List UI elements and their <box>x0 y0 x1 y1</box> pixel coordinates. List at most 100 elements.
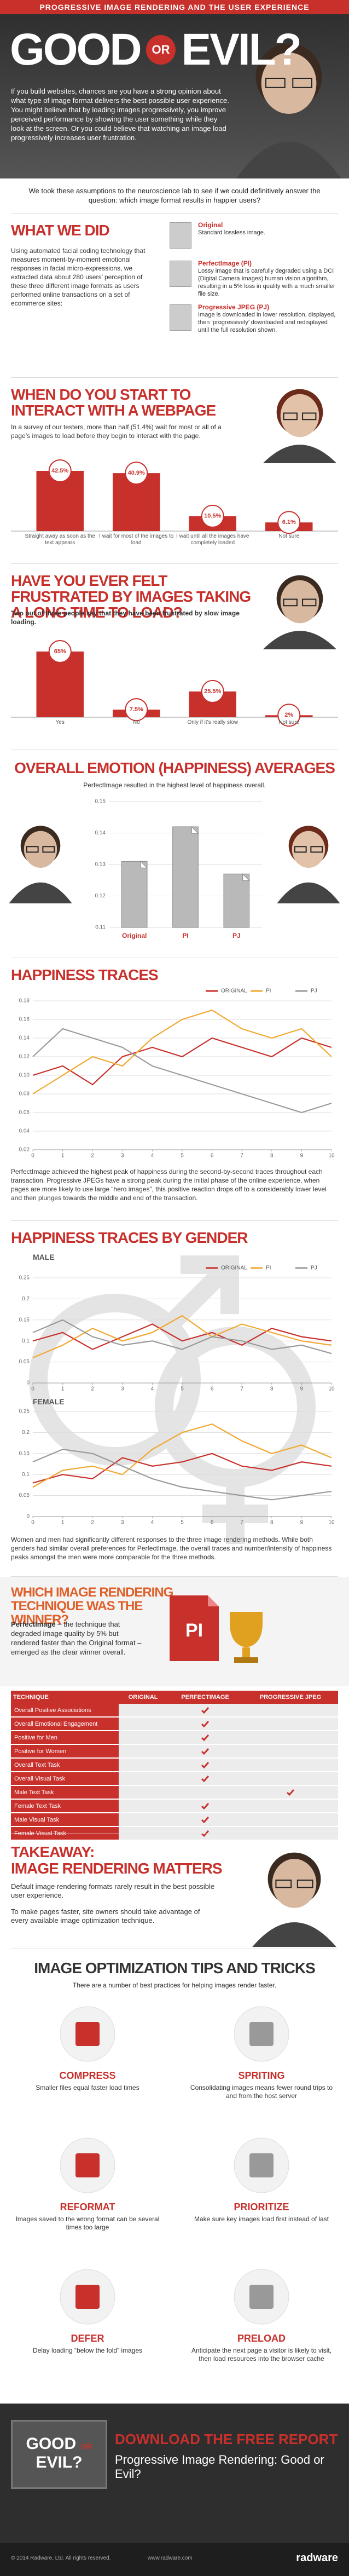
series-line <box>32 1319 332 1355</box>
value-label: 2% <box>284 712 293 718</box>
x-tick-label: 1 <box>61 1520 65 1526</box>
head <box>272 1859 317 1908</box>
table-cell <box>167 1717 243 1731</box>
bar-fold <box>191 826 199 834</box>
tip-title: DEFER <box>71 2333 104 2344</box>
tip-icon <box>234 2137 289 2193</box>
tip-text: Anticipate the next page a visitor is li… <box>191 2347 332 2362</box>
check-path <box>201 1816 210 1823</box>
tip-text: Consolidating images means fewer round t… <box>190 2084 333 2100</box>
row-label: Male Visual Task <box>11 1813 119 1827</box>
x-tick-label: 3 <box>121 1386 124 1392</box>
head <box>261 53 317 114</box>
glasses <box>275 1880 292 1888</box>
y-tick-label: 0.02 <box>19 1147 30 1153</box>
table-cell <box>119 1772 168 1786</box>
x-tick-label: Straight away as soon as the text appear… <box>25 533 95 546</box>
value-label: 25.5% <box>204 688 221 695</box>
tip-icon-shape <box>249 2153 274 2177</box>
x-tick-label: 7 <box>240 1386 243 1392</box>
x-tick-label: 2 <box>91 1153 94 1159</box>
y-tick-label: 0.15 <box>95 799 106 805</box>
x-tick-label: 8 <box>270 1153 274 1159</box>
x-tick-label: 10 <box>328 1153 335 1159</box>
portrait <box>263 575 337 649</box>
line-chart: 0 0.05 0.1 0.15 0.2 0.25 0 1 2 3 4 5 6 7 8 9 10 <box>19 1409 335 1526</box>
row-label: Overall Text Task <box>11 1758 119 1772</box>
bar <box>121 861 148 928</box>
winner-text: PerfectImage – the technique that degrad… <box>11 1620 148 1657</box>
takeaway-section: TAKEAWAY: IMAGE RENDERING MATTERS Defaul… <box>0 1834 349 1949</box>
title-or: OR <box>146 35 176 65</box>
y-tick-label: 0.15 <box>19 1317 30 1323</box>
chart-subtitle: PerfectImage achieved the highest peak o… <box>11 1168 327 1202</box>
row-label: Overall Positive Associations <box>11 1704 119 1718</box>
x-tick-label: PJ <box>232 932 241 940</box>
tips-section: IMAGE OPTIMIZATION TIPS AND TRICKS There… <box>0 1949 349 2404</box>
panel-title: MALE <box>33 1253 55 1261</box>
format-icon <box>170 261 191 287</box>
format-icon <box>170 304 191 331</box>
x-label-box: I wait for most of the images to load <box>99 533 174 546</box>
bar-fold <box>242 873 250 881</box>
table-cell <box>167 1704 243 1718</box>
y-tick-label: 0.11 <box>95 925 106 931</box>
format-list: Original Standard lossless image. PerfectI… <box>170 221 339 342</box>
takeaway-text: To make pages faster, site owners should… <box>11 1907 200 1924</box>
tip-text: Smaller files equal faster load times <box>36 2084 139 2091</box>
table-row: Overall Visual Task <box>11 1772 338 1786</box>
x-tick-label: 3 <box>121 1153 124 1159</box>
y-tick-label: 0.2 <box>22 1296 30 1302</box>
shoulders <box>252 1922 336 1947</box>
glasses <box>296 1880 313 1888</box>
table-row: Positive for Women <box>11 1744 338 1759</box>
row-label: Overall Visual Task <box>11 1772 119 1786</box>
x-tick-label: I wait for most of the images to load <box>99 533 174 546</box>
cover-evil: EVIL? <box>36 2453 83 2471</box>
y-tick-label: 0.1 <box>22 1472 30 1478</box>
check-mark <box>201 1748 210 1755</box>
glasses <box>302 412 317 420</box>
y-tick-label: 0 <box>26 1514 30 1520</box>
head <box>292 831 325 868</box>
x-tick-label: 5 <box>181 1153 184 1159</box>
url[interactable]: www.radware.com <box>148 2555 193 2561</box>
head <box>280 394 319 437</box>
x-tick-label: No <box>132 719 140 725</box>
legend-label: PI <box>266 1265 271 1271</box>
row-label: Positive for Men <box>11 1731 119 1745</box>
main-title: GOOD OR EVIL? <box>10 24 302 76</box>
value-label: 7.5% <box>130 706 143 713</box>
cover-title: GOOD OR <box>13 2435 106 2453</box>
series-line <box>32 1009 332 1094</box>
divider <box>11 213 338 214</box>
tip: COMPRESS Smaller files equal faster load … <box>11 2004 164 2092</box>
divider <box>11 563 338 564</box>
x-tick-label: 8 <box>270 1386 274 1392</box>
line-chart: 0 0.05 0.1 0.15 0.2 0.25 0 1 2 3 4 5 6 7 8 9 10 ORIGINAL P… <box>19 1265 335 1392</box>
tip-text: Images saved to the wrong format can be … <box>15 2215 160 2231</box>
tip-icon-shape <box>249 2022 274 2046</box>
format-item: Original Standard lossless image. <box>170 221 339 254</box>
brand: radware <box>296 2552 338 2564</box>
format-icon <box>170 222 191 249</box>
tip-icon <box>60 2269 115 2325</box>
value-badge <box>48 459 72 482</box>
intro: If you build websites, chances are you h… <box>11 87 229 142</box>
cta[interactable]: DOWNLOAD THE FREE REPORT <box>115 2431 338 2447</box>
y-tick-label: 0.15 <box>19 1450 30 1456</box>
y-tick-label: 0.05 <box>19 1359 30 1365</box>
table-cell <box>119 1704 168 1718</box>
format-name: Original <box>198 221 223 229</box>
table-row: Male Visual Task <box>11 1813 338 1827</box>
check-mark <box>201 1802 210 1809</box>
x-label-box: Only if it’s really slow <box>187 719 238 725</box>
table-cell <box>119 1799 168 1813</box>
x-tick-label: 8 <box>270 1520 274 1526</box>
row-label: Female Visual Task <box>11 1826 119 1841</box>
bar <box>223 873 250 928</box>
line-chart: 0.02 0.04 0.06 0.08 0.10 0.12 0.14 0.16 0.18 0 1 2 3… <box>19 988 335 1159</box>
tip-text: Delay loading “below the fold” images <box>32 2347 143 2354</box>
x-tick-label: 5 <box>181 1520 184 1526</box>
